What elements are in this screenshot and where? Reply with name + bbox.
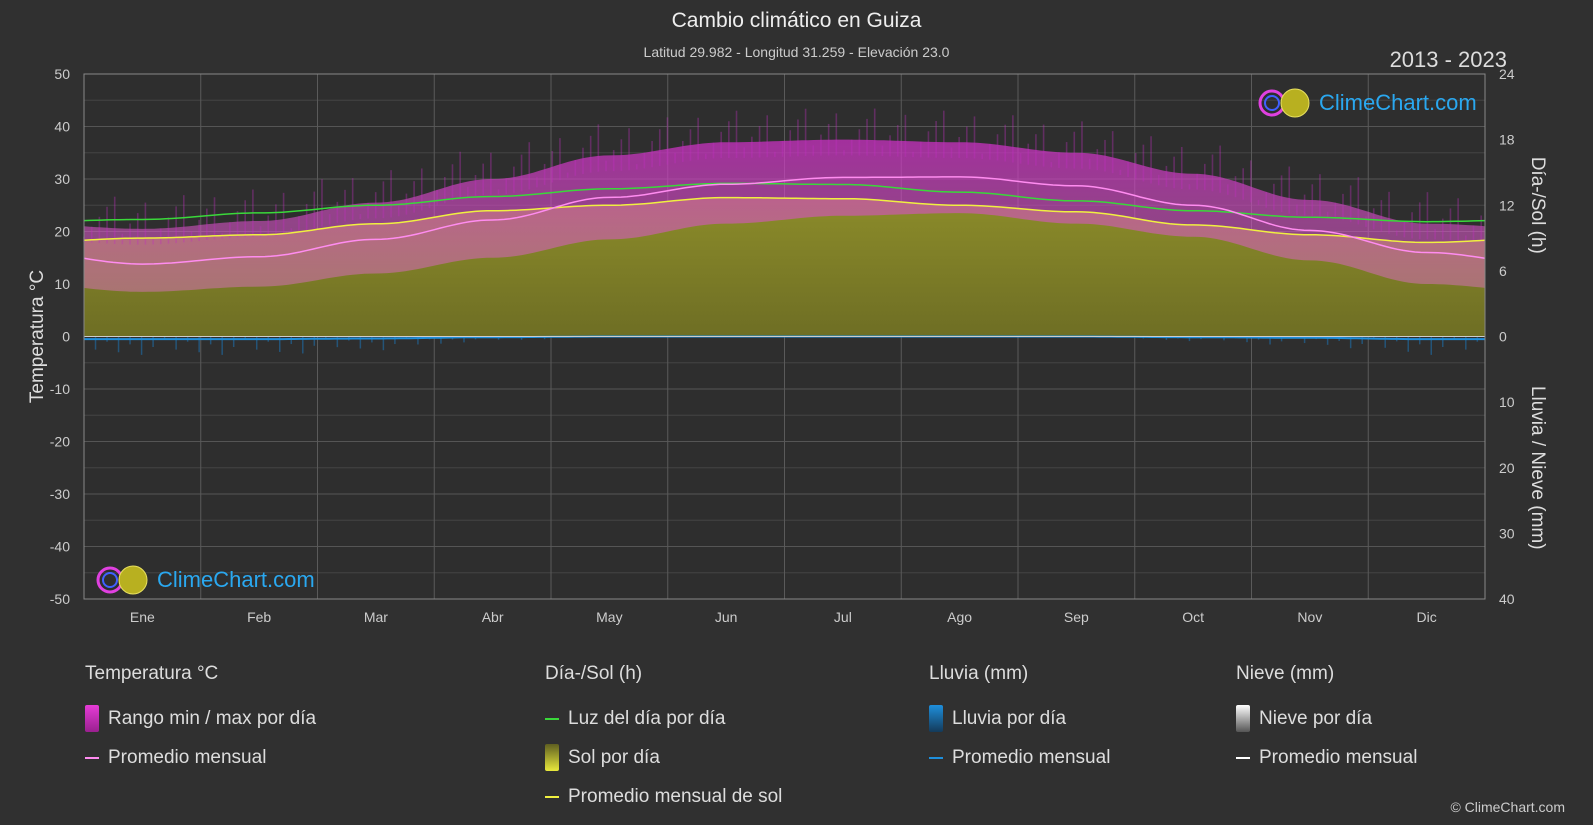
- climechart-logo-icon: [1258, 88, 1310, 118]
- temp-range-band: [84, 139, 1485, 292]
- month-label: Jul: [834, 609, 852, 625]
- right-mm-tick-label: 40: [1499, 591, 1515, 607]
- left-tick-label: 10: [54, 276, 70, 292]
- left-tick-label: -40: [50, 539, 70, 555]
- plot-border: [83, 73, 1486, 600]
- year-range: 2013 - 2023: [1389, 47, 1507, 72]
- left-axis-title: Temperatura °C: [27, 270, 48, 403]
- sunshine-swatch: [545, 744, 559, 771]
- temp-avg-swatch: [85, 756, 99, 759]
- snow-swatch: [1236, 705, 1250, 732]
- month-label: Oct: [1182, 609, 1204, 625]
- chart-title: Cambio climático en Guiza: [671, 9, 922, 32]
- legend-snow-title: Nieve (mm): [1236, 663, 1335, 684]
- right-mm-tick-label: 10: [1499, 394, 1515, 410]
- month-label: Ago: [947, 609, 972, 625]
- sun-avg-line: [83, 196, 1486, 244]
- legend-sun-title: Día-/Sol (h): [545, 663, 643, 684]
- left-tick-label: 50: [54, 66, 70, 82]
- climechart-logo-icon: [96, 565, 148, 595]
- right-hours-tick-label: 12: [1499, 197, 1515, 213]
- legend-sun-avg-label: Promedio mensual de sol: [568, 785, 783, 807]
- right-hours-tick-label: 24: [1499, 66, 1515, 82]
- snow-avg-swatch: [1236, 756, 1250, 759]
- month-label: Jun: [715, 609, 738, 625]
- right-hours-tick-label: 0: [1499, 329, 1507, 345]
- left-tick-label: -10: [50, 381, 70, 397]
- legend-snow: Nieve (mm) Nieve por día Promedio mensua…: [1236, 663, 1417, 777]
- right-axis-title-mm: Lluvia / Nieve (mm): [1527, 386, 1548, 550]
- logo-text: ClimeChart.com: [157, 567, 315, 592]
- legend-temp-range-label: Rango min / max por día: [108, 707, 317, 729]
- left-tick-label: -20: [50, 434, 70, 450]
- legend-temp-avg: Promedio mensual: [85, 738, 316, 777]
- left-tick-label: -30: [50, 486, 70, 502]
- legend-rain-title: Lluvia (mm): [929, 663, 1029, 684]
- legend-rain-avg-label: Promedio mensual: [952, 746, 1111, 768]
- right-hours-tick-label: 18: [1499, 132, 1515, 148]
- left-tick-label: 0: [62, 329, 70, 345]
- rain-swatch: [929, 705, 943, 732]
- right-mm-tick-label: 20: [1499, 460, 1515, 476]
- month-label: Abr: [482, 609, 504, 625]
- legend-sun: Día-/Sol (h) Luz del día por día Sol por…: [545, 663, 782, 816]
- left-tick-label: 40: [54, 119, 70, 135]
- month-label: Ene: [130, 609, 155, 625]
- legend-sun-avg: Promedio mensual de sol: [545, 777, 782, 816]
- legend-sunshine: Sol por día: [545, 738, 782, 777]
- month-label: Nov: [1297, 609, 1322, 625]
- rain-avg-swatch: [929, 756, 943, 759]
- legend-rain-daily-label: Lluvia por día: [952, 707, 1067, 729]
- left-tick-label: 20: [54, 224, 70, 240]
- temp-range-swatch: [85, 705, 99, 732]
- left-tick-label: -50: [50, 591, 70, 607]
- legend-temp-range: Rango min / max por día: [85, 699, 316, 738]
- chart-subtitle: Latitud 29.982 - Longitud 31.259 - Eleva…: [643, 44, 950, 60]
- legend-snow-avg: Promedio mensual: [1236, 738, 1417, 777]
- copyright: © ClimeChart.com: [1450, 799, 1565, 815]
- legend-sunshine-label: Sol por día: [568, 746, 660, 768]
- legend-rain-avg: Promedio mensual: [929, 738, 1110, 777]
- legend-temp-avg-label: Promedio mensual: [108, 746, 267, 768]
- month-label: Sep: [1064, 609, 1089, 625]
- month-label: Feb: [247, 609, 271, 625]
- legend-snow-avg-label: Promedio mensual: [1259, 746, 1418, 768]
- right-mm-tick-label: 30: [1499, 525, 1515, 541]
- legend-rain-daily: Lluvia por día: [929, 699, 1110, 738]
- legend-daylight: Luz del día por día: [545, 699, 782, 738]
- logo-text: ClimeChart.com: [1319, 90, 1477, 115]
- logo-top[interactable]: ClimeChart.com: [1257, 88, 1477, 118]
- right-axis-title-hours: Día-/Sol (h): [1527, 157, 1548, 254]
- daylight-swatch: [545, 717, 559, 720]
- legend-daylight-label: Luz del día por día: [568, 707, 726, 729]
- legend-temp-title: Temperatura °C: [85, 663, 219, 684]
- legend-snow-daily: Nieve por día: [1236, 699, 1417, 738]
- right-hours-tick-label: 6: [1499, 263, 1507, 279]
- logo-bottom[interactable]: ClimeChart.com: [95, 565, 315, 595]
- legend-temp: Temperatura °C Rango min / max por día P…: [85, 663, 316, 777]
- sun-avg-swatch: [545, 795, 559, 798]
- left-tick-label: 30: [54, 171, 70, 187]
- legend-rain: Lluvia (mm) Lluvia por día Promedio mens…: [929, 663, 1110, 777]
- month-label: Dic: [1417, 609, 1437, 625]
- daylight-line: [83, 182, 1486, 223]
- temp-avg-line: [83, 176, 1486, 265]
- month-label: Mar: [364, 609, 388, 625]
- month-label: May: [596, 609, 622, 625]
- legend-snow-daily-label: Nieve por día: [1259, 707, 1373, 729]
